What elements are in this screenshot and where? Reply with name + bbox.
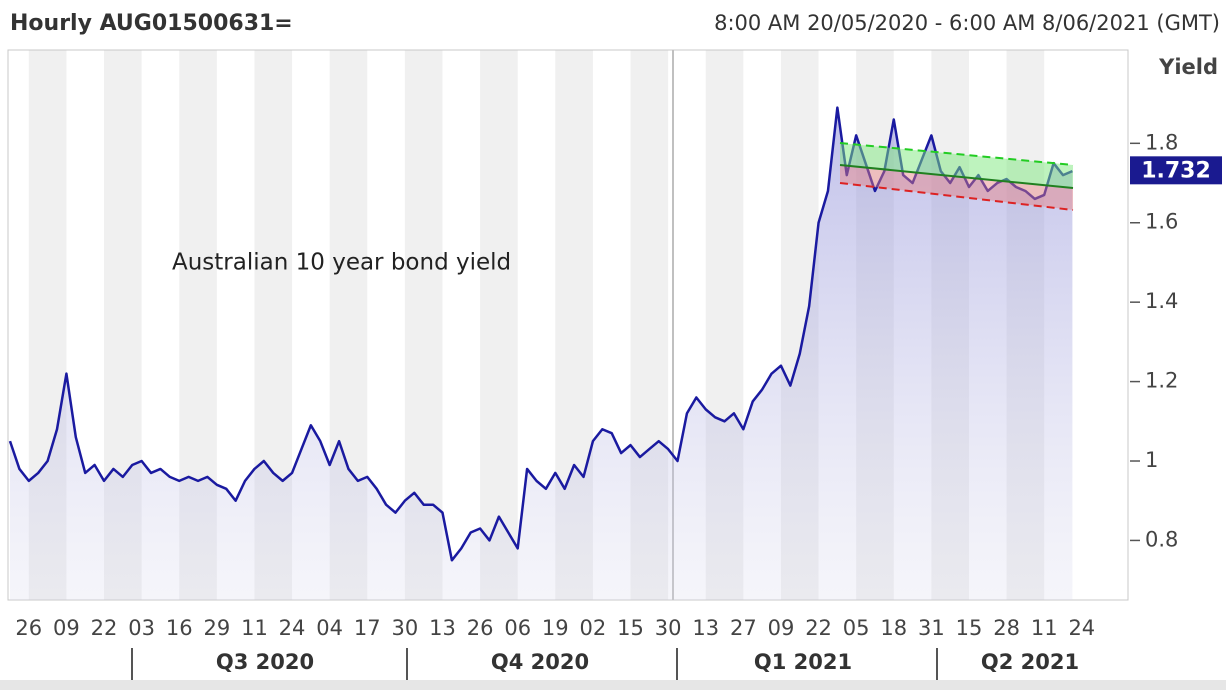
x-tick-label: 18 [880, 616, 907, 640]
x-tick-label: 24 [279, 616, 306, 640]
x-tick-label: 11 [1031, 616, 1058, 640]
x-tick-label: 04 [316, 616, 343, 640]
x-tick-label: 16 [166, 616, 193, 640]
x-tick-label: 05 [843, 616, 870, 640]
x-tick-label: 02 [580, 616, 607, 640]
x-tick-label: 11 [241, 616, 268, 640]
x-tick-label: 19 [542, 616, 569, 640]
stripe [480, 50, 518, 600]
area [10, 107, 1073, 600]
y-tick-label: 1 [1145, 448, 1158, 472]
quarter-label: Q4 2020 [491, 650, 589, 674]
y-tick-label: 0.8 [1145, 527, 1178, 551]
trend-lower-line [839, 182, 1074, 211]
x-tick-label: 29 [203, 616, 230, 640]
x-tick-label: 26 [467, 616, 494, 640]
line [8, 106, 1073, 562]
annotation: Australian 10 year bond yield [172, 250, 511, 276]
chart-subtitle: 8:00 AM 20/05/2020 - 6:00 AM 8/06/2021 (… [714, 11, 1220, 35]
last-value-badge [1130, 156, 1222, 185]
x-tick-label: 24 [1068, 616, 1095, 640]
trend-upper-line [839, 142, 1074, 166]
chart-title: Hourly AUG01500631= [10, 11, 293, 36]
quarter-label: Q2 2021 [981, 650, 1079, 674]
plot [8, 106, 1073, 600]
quarter-label: Q3 2020 [216, 650, 314, 674]
x-tick-label: 30 [392, 616, 419, 640]
y-tick-label: 1.6 [1145, 210, 1178, 234]
x-tick-label: 22 [91, 616, 118, 640]
x-tick-label: 03 [128, 616, 155, 640]
x-tick-label: 09 [768, 616, 795, 640]
x-tick-label: 13 [429, 616, 456, 640]
y-tick-label: 1.8 [1145, 130, 1178, 154]
x-tick-label: 17 [354, 616, 381, 640]
quarter-label: Q1 2021 [754, 650, 852, 674]
x-tick-label: 27 [730, 616, 757, 640]
x-tick-label: 09 [53, 616, 80, 640]
x-tick-label: 15 [617, 616, 644, 640]
x-tick-label: 26 [15, 616, 42, 640]
x-tick-label: 06 [504, 616, 531, 640]
trend-mid-line [839, 164, 1074, 189]
x-tick-label: 22 [805, 616, 832, 640]
bottom-strip [0, 680, 1226, 690]
last-value-label: 1.732 [1141, 158, 1211, 183]
x-tick-label: 28 [993, 616, 1020, 640]
x-tick-label: 13 [692, 616, 719, 640]
y-tick-label: 1.2 [1145, 369, 1178, 393]
y-tick-label: 1.4 [1145, 289, 1178, 313]
trend-lower-band [840, 165, 1073, 210]
trend-upper-band [840, 143, 1073, 188]
y-axis-label: Yield [1158, 55, 1218, 79]
x-tick-label: 30 [655, 616, 682, 640]
x-tick-label: 15 [956, 616, 983, 640]
x-tick-label: 31 [918, 616, 945, 640]
